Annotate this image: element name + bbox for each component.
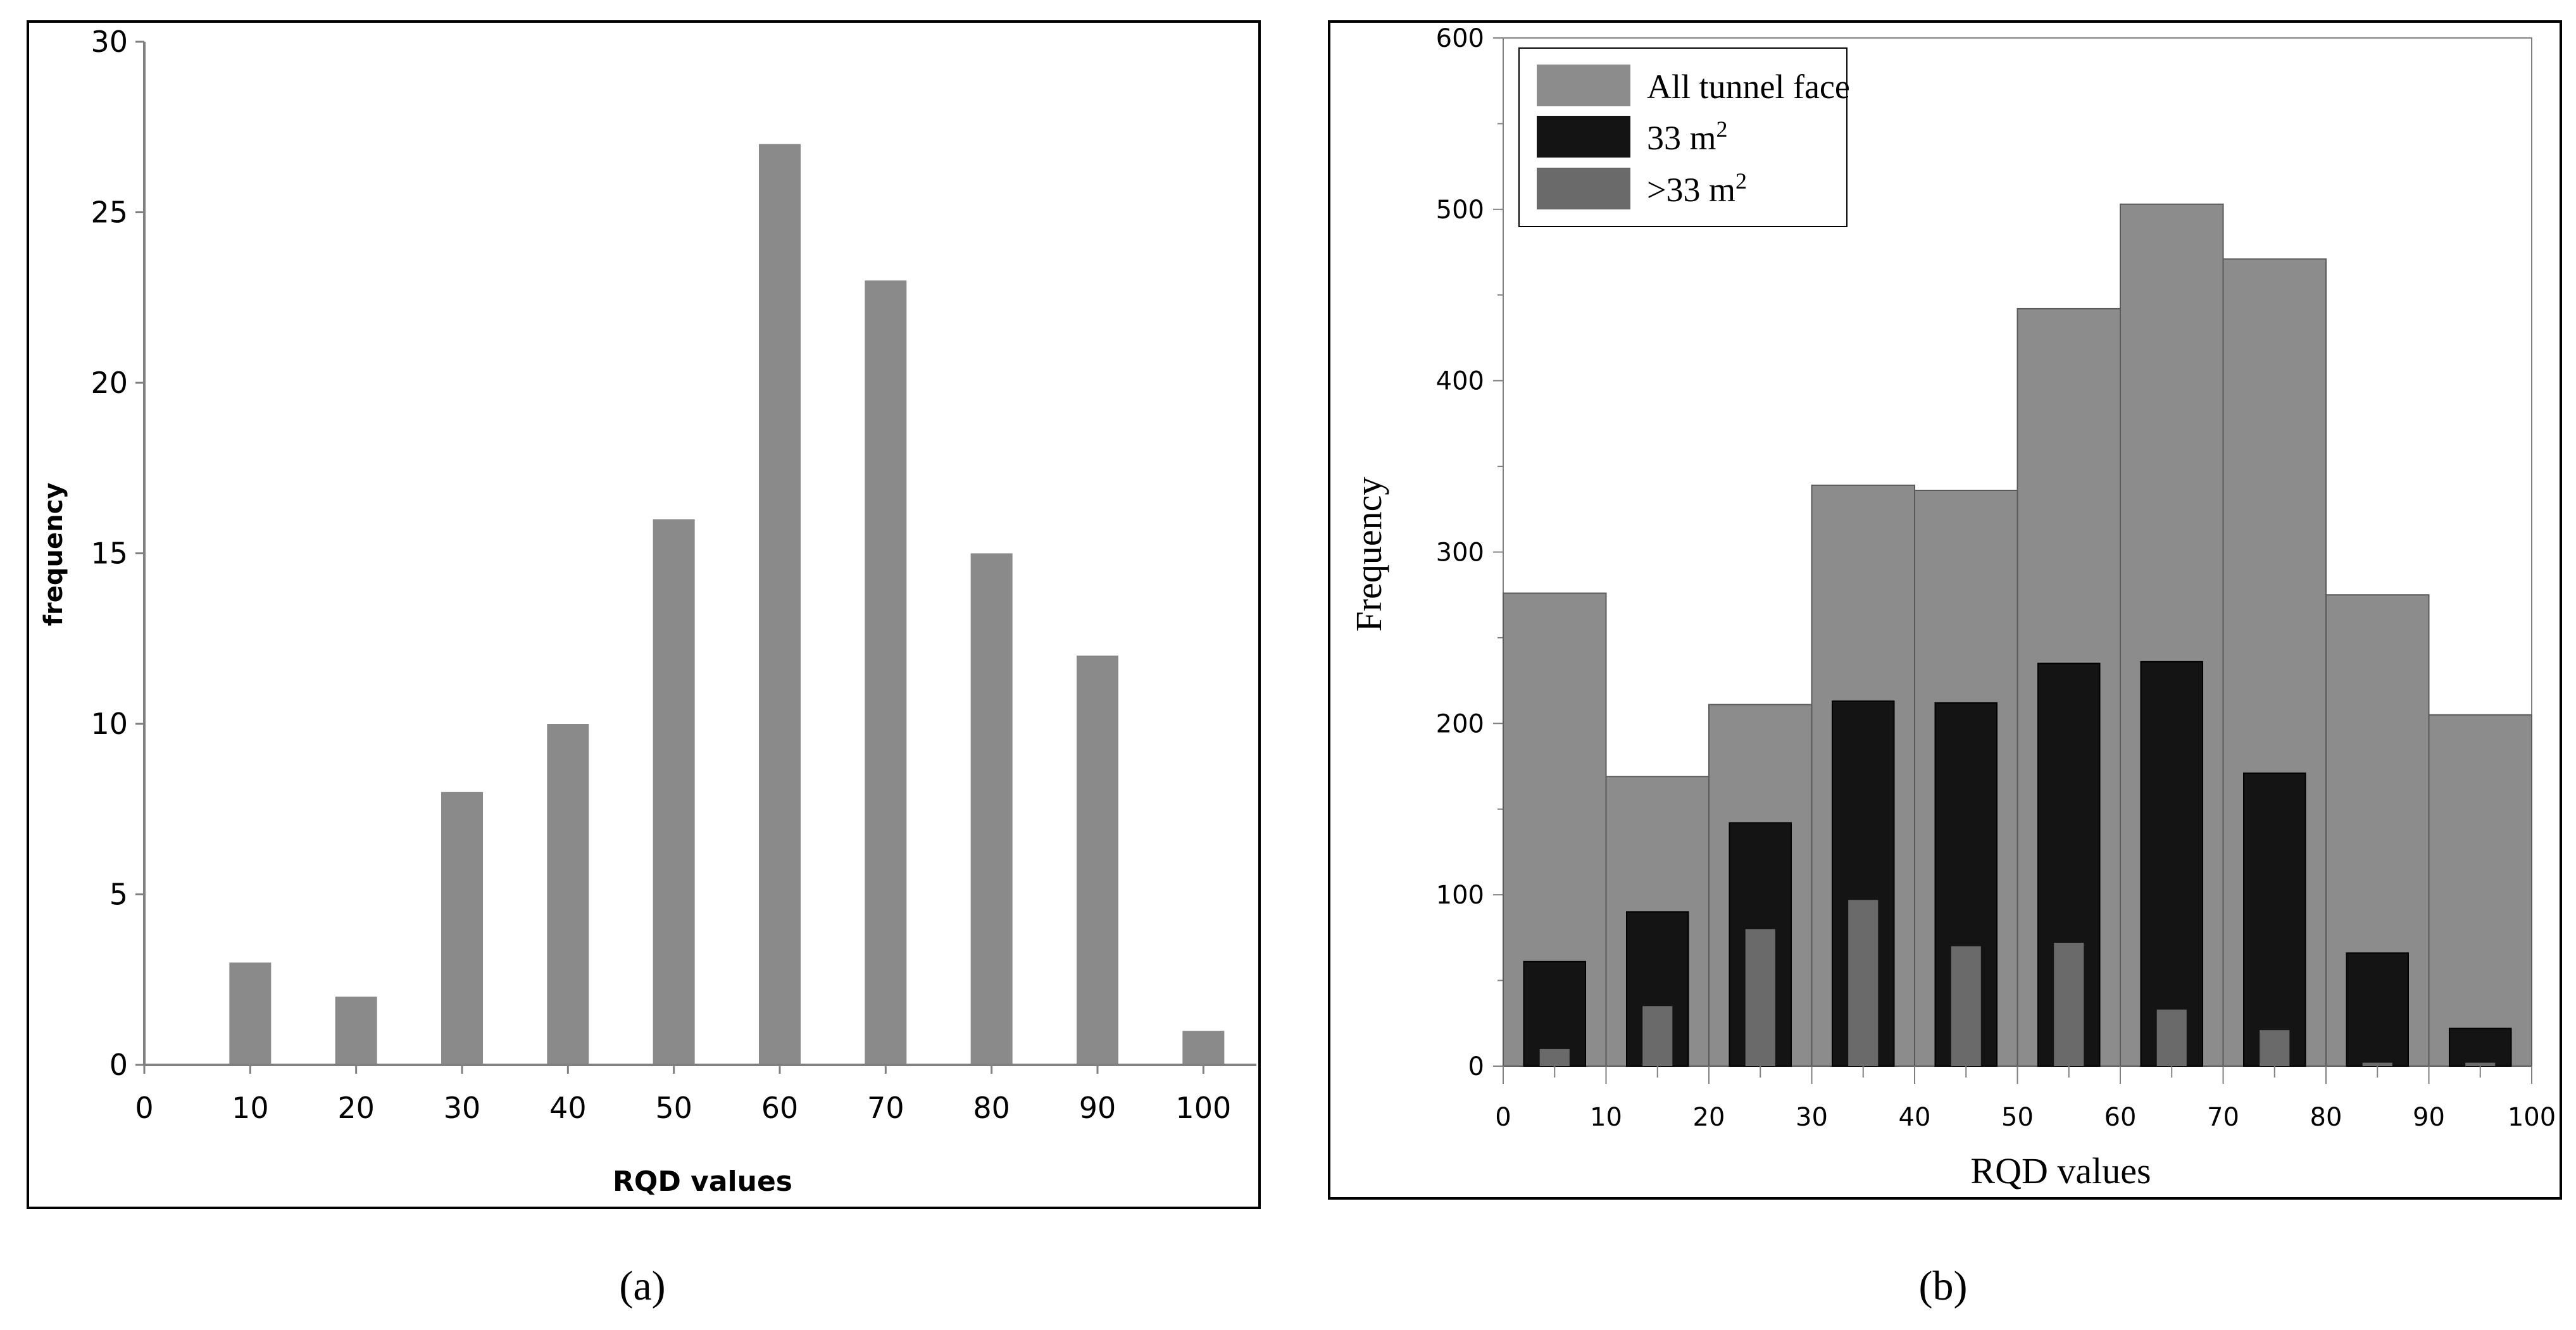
chart-a-ytick-label: 0 bbox=[109, 1048, 128, 1082]
chart-a-bar bbox=[970, 553, 1013, 1065]
chart-a-ytick-label: 10 bbox=[91, 707, 128, 741]
chart-a-bar bbox=[1077, 656, 1118, 1065]
chart-b-xtick-label: 20 bbox=[1693, 1103, 1725, 1132]
chart-b-ytick-label: 300 bbox=[1436, 538, 1484, 568]
chart-b-bar-gt-33-m2 bbox=[2465, 1062, 2496, 1066]
chart-a-bar bbox=[229, 962, 272, 1065]
chart-b-bar-33-m2 bbox=[1523, 960, 1586, 1067]
chart-b-bar-gt-33-m2 bbox=[2054, 943, 2084, 1066]
legend-label-33-m2-sup: 2 bbox=[1716, 116, 1728, 142]
chart-b-bar-33-m2 bbox=[2346, 952, 2409, 1067]
chart-a-bar bbox=[335, 997, 377, 1065]
chart-a-xtick-label: 50 bbox=[655, 1091, 692, 1125]
chart-b-ytick-label: 100 bbox=[1436, 881, 1484, 910]
chart-a-bar bbox=[1182, 1031, 1225, 1065]
chart-b-bar-gt-33-m2 bbox=[1642, 1006, 1673, 1066]
chart-a-xtick-label: 80 bbox=[973, 1091, 1010, 1125]
chart-a-frame bbox=[27, 20, 1261, 1209]
chart-a-xlabel: RQD values bbox=[613, 1165, 792, 1198]
chart-a: 0 5 10 15 20 25 30 0 10 20 30 40 50 60 70 80 90 100 frequ… bbox=[27, 20, 1261, 1209]
chart-a-bar bbox=[865, 280, 907, 1065]
chart-a-xtick-label: 10 bbox=[232, 1091, 269, 1125]
chart-a-xtick-label: 20 bbox=[337, 1091, 375, 1125]
chart-b-xtick-label: 30 bbox=[1796, 1103, 1828, 1132]
chart-b-legend: All tunnel face 33 m2 >33 m2 bbox=[1518, 47, 1850, 227]
chart-b-xtick-label: 80 bbox=[2310, 1103, 2342, 1132]
chart-a-ylabel: frequency bbox=[39, 483, 68, 626]
chart-b-bar-gt-33-m2 bbox=[1951, 946, 1981, 1066]
legend-label-gt-33-m2-text: >33 m bbox=[1647, 171, 1735, 209]
chart-b-bar-gt-33-m2 bbox=[1848, 900, 1879, 1066]
chart-a-xtick-label: 90 bbox=[1079, 1091, 1116, 1125]
chart-b-bar-33-m2 bbox=[2243, 772, 2306, 1067]
legend-label-33-m2: 33 m2 bbox=[1647, 116, 1728, 157]
chart-b-ylabel: Frequency bbox=[1348, 477, 1389, 632]
chart-b-ytick-label: 600 bbox=[1436, 24, 1484, 53]
chart-a-ytick-label: 25 bbox=[91, 196, 128, 230]
chart-b-bar-gt-33-m2 bbox=[2260, 1030, 2290, 1066]
chart-b-xtick-label: 40 bbox=[1899, 1103, 1931, 1132]
legend-swatch-gt-33-m2 bbox=[1537, 168, 1630, 209]
chart-b-xlabel: RQD values bbox=[1970, 1150, 2151, 1191]
chart-a-bar bbox=[547, 724, 589, 1065]
chart-b-bar-gt-33-m2 bbox=[2156, 1009, 2187, 1066]
chart-a-xtick-label: 70 bbox=[867, 1091, 904, 1125]
chart-a-xtick-label: 40 bbox=[549, 1091, 587, 1125]
panel-label-b: (b) bbox=[1919, 1263, 1968, 1309]
legend-label-gt-33-m2-sup: 2 bbox=[1735, 168, 1747, 194]
chart-b: 0 100 200 300 400 500 600 0 10 20 30 40 50 60 70 80 90 10… bbox=[1328, 20, 2562, 1200]
chart-b-bar-gt-33-m2 bbox=[1539, 1048, 1570, 1066]
panel-label-a: (a) bbox=[619, 1263, 665, 1309]
chart-a-xtick-label: 100 bbox=[1175, 1091, 1231, 1125]
chart-a-xtick-label: 0 bbox=[135, 1091, 153, 1125]
chart-a-ytick-label: 15 bbox=[91, 537, 128, 571]
chart-b-xtick-label: 70 bbox=[2207, 1103, 2239, 1132]
chart-a-ytick-label: 5 bbox=[109, 878, 128, 912]
chart-b-ytick-label: 500 bbox=[1436, 196, 1484, 225]
chart-b-bar-33-m2 bbox=[2449, 1028, 2512, 1067]
chart-b-bar-all-tunnel-face bbox=[2428, 714, 2532, 1067]
chart-b-ytick-label: 400 bbox=[1436, 367, 1484, 396]
chart-b-ytick-label: 0 bbox=[1468, 1052, 1484, 1081]
chart-a-xtick-label: 60 bbox=[761, 1091, 799, 1125]
chart-b-xtick-label: 10 bbox=[1590, 1103, 1622, 1132]
chart-b-xtick-label: 50 bbox=[2001, 1103, 2034, 1132]
chart-b-bar-gt-33-m2 bbox=[2362, 1062, 2392, 1066]
chart-b-bar-gt-33-m2 bbox=[1745, 929, 1775, 1066]
chart-a-xtick-label: 30 bbox=[444, 1091, 481, 1125]
legend-label-gt-33-m2: >33 m2 bbox=[1647, 168, 1747, 209]
chart-b-xtick-label: 100 bbox=[2508, 1103, 2556, 1132]
chart-b-xtick-label: 60 bbox=[2104, 1103, 2137, 1132]
chart-b-xtick-label: 90 bbox=[2413, 1103, 2445, 1132]
chart-b-ytick-label: 200 bbox=[1436, 709, 1484, 738]
chart-b-marks: 0 100 200 300 400 500 600 0 10 20 30 40 50 60 70 80 90 10… bbox=[1436, 24, 2556, 1132]
legend-swatch-33-m2 bbox=[1537, 116, 1630, 158]
chart-a-ytick-label: 30 bbox=[91, 25, 128, 59]
chart-a-bar bbox=[759, 144, 801, 1066]
chart-a-bar bbox=[441, 792, 483, 1065]
chart-a-bar bbox=[653, 519, 695, 1065]
legend-label-33-m2-text: 33 m bbox=[1647, 119, 1716, 157]
chart-b-xtick-label: 0 bbox=[1495, 1103, 1511, 1132]
chart-b-bar-33-m2 bbox=[2140, 661, 2203, 1067]
legend-swatch-all-tunnel-face bbox=[1537, 65, 1630, 106]
legend-label-all-tunnel-face: All tunnel face bbox=[1647, 68, 1850, 106]
chart-a-ytick-label: 20 bbox=[91, 366, 128, 400]
chart-a-marks: 0 5 10 15 20 25 30 0 10 20 30 40 50 60 70 80 90 100 bbox=[91, 25, 1256, 1125]
